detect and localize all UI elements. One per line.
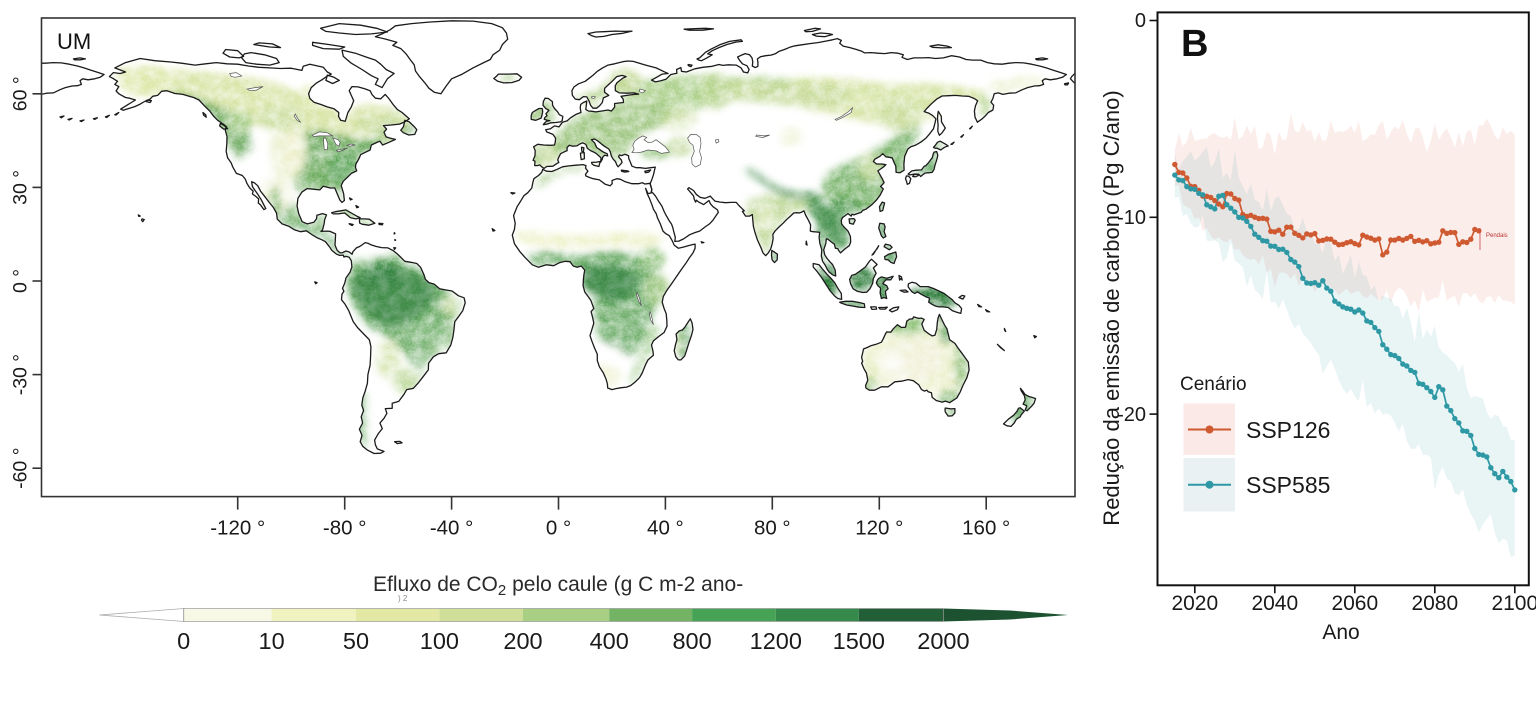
svg-text:200: 200 [503,628,542,654]
svg-text:Pendais: Pendais [1486,233,1508,239]
svg-text:2040: 2040 [1251,592,1298,615]
svg-text:0: 0 [1135,10,1146,32]
svg-text:0: 0 [177,628,190,654]
svg-text:0 °: 0 ° [10,269,32,293]
svg-text:0 °: 0 ° [546,517,571,540]
svg-text:) 2: ) 2 [398,594,408,603]
svg-text:Redução da emissão de carbono: Redução da emissão de carbono (Pg C/ano) [1099,90,1124,525]
svg-text:100: 100 [420,628,459,654]
svg-text:2000: 2000 [917,628,969,654]
svg-text:160 °: 160 ° [962,517,1010,540]
svg-text:50: 50 [343,628,369,654]
svg-text:-10: -10 [1117,207,1146,229]
svg-text:30 °: 30 ° [10,170,32,205]
svg-text:-120 °: -120 ° [210,517,265,540]
svg-text:-80 °: -80 ° [323,517,367,540]
svg-text:Cenário: Cenário [1180,374,1247,395]
svg-text:SSP126: SSP126 [1246,417,1330,443]
svg-text:-30 °: -30 ° [10,354,32,395]
svg-text:2080: 2080 [1411,592,1458,615]
svg-text:2020: 2020 [1171,592,1218,615]
svg-text:10: 10 [259,628,285,654]
svg-text:2060: 2060 [1331,592,1378,615]
svg-text:80 °: 80 ° [754,517,791,540]
svg-text:40 °: 40 ° [647,517,684,540]
svg-text:1500: 1500 [833,628,885,654]
svg-text:120 °: 120 ° [855,517,903,540]
svg-text:Ano: Ano [1322,621,1359,644]
svg-text:-40 °: -40 ° [430,517,474,540]
svg-text:2100: 2100 [1491,592,1536,615]
svg-text:B: B [1181,23,1208,65]
svg-text:-60 °: -60 ° [10,447,32,488]
svg-text:1200: 1200 [750,628,802,654]
svg-text:800: 800 [672,628,711,654]
svg-text:-20: -20 [1117,404,1146,426]
svg-text:UM: UM [57,29,91,54]
svg-text:60 °: 60 ° [10,76,32,111]
svg-text:SSP585: SSP585 [1246,472,1330,498]
svg-text:Efluxo de CO2 pelo caule (g C: Efluxo de CO2 pelo caule (g C m-2 ano- [373,573,743,599]
svg-text:400: 400 [590,628,629,654]
